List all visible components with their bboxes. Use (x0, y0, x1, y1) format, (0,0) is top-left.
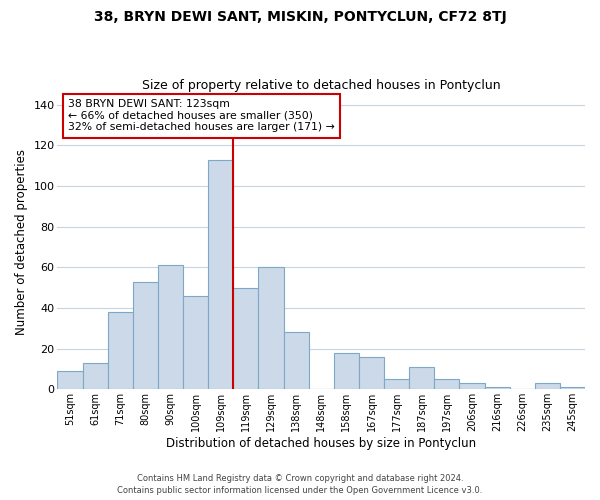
Title: Size of property relative to detached houses in Pontyclun: Size of property relative to detached ho… (142, 79, 500, 92)
Bar (183, 296, 208, 390)
Bar (233, 288, 259, 390)
Bar (334, 352, 359, 390)
Bar (535, 383, 560, 390)
Y-axis label: Number of detached properties: Number of detached properties (15, 149, 28, 335)
Text: 38 BRYN DEWI SANT: 123sqm
← 66% of detached houses are smaller (350)
32% of semi: 38 BRYN DEWI SANT: 123sqm ← 66% of detac… (68, 99, 335, 132)
Bar (384, 379, 409, 390)
Bar (560, 388, 585, 390)
X-axis label: Distribution of detached houses by size in Pontyclun: Distribution of detached houses by size … (166, 437, 476, 450)
Bar (359, 357, 384, 390)
Bar (409, 367, 434, 390)
Bar (158, 266, 183, 390)
Bar (108, 312, 133, 390)
Bar (83, 363, 108, 390)
Text: Contains HM Land Registry data © Crown copyright and database right 2024.
Contai: Contains HM Land Registry data © Crown c… (118, 474, 482, 495)
Bar (460, 383, 485, 390)
Bar (259, 268, 284, 390)
Bar (284, 332, 308, 390)
Bar (434, 379, 460, 390)
Bar (485, 388, 509, 390)
Bar (208, 160, 233, 390)
Bar (58, 371, 83, 390)
Bar (133, 282, 158, 390)
Text: 38, BRYN DEWI SANT, MISKIN, PONTYCLUN, CF72 8TJ: 38, BRYN DEWI SANT, MISKIN, PONTYCLUN, C… (94, 10, 506, 24)
